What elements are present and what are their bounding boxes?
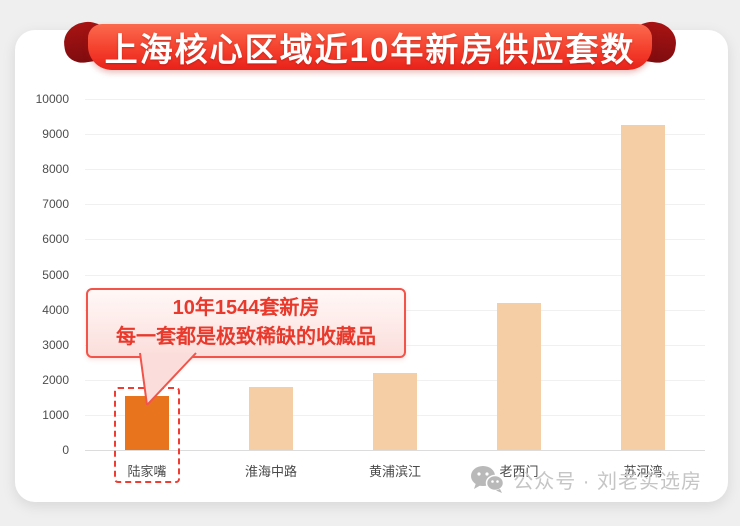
y-tick-label-3000: 3000 bbox=[42, 337, 69, 352]
y-tick-label-6000: 6000 bbox=[42, 232, 69, 247]
y-tick-label-4000: 4000 bbox=[42, 302, 69, 317]
bar-slot-0: 陆家嘴 bbox=[85, 99, 209, 483]
y-tick-label-8000: 8000 bbox=[42, 162, 69, 177]
y-tick-label-7000: 7000 bbox=[42, 197, 69, 212]
title-ribbon: 上海核心区域近10年新房供应套数 bbox=[60, 8, 680, 72]
x-tick-label-陆家嘴: 陆家嘴 bbox=[127, 464, 167, 479]
bars-row: 陆家嘴 淮海中路 黄浦滨江 老西门 苏河湾 bbox=[85, 99, 705, 483]
bar-slot-3: 老西门 bbox=[457, 99, 581, 479]
plot-area: 陆家嘴 淮海中路 黄浦滨江 老西门 苏河湾 bbox=[85, 99, 705, 483]
bar-slot-4: 苏河湾 bbox=[581, 99, 705, 479]
bar-淮海中路 bbox=[249, 386, 293, 450]
annotation-line-2: 每一套都是极致稀缺的收藏品 bbox=[116, 326, 376, 348]
annotation-pointer bbox=[139, 352, 197, 406]
x-tick-label-苏河湾: 苏河湾 bbox=[623, 464, 663, 479]
bar-老西门 bbox=[497, 302, 541, 450]
x-tick-label-老西门: 老西门 bbox=[499, 464, 539, 479]
gridline-7000 bbox=[85, 204, 705, 206]
annotation-line-1: 10年1544套新房 bbox=[172, 297, 320, 319]
gridline-0 bbox=[85, 450, 705, 451]
y-tick-label-1000: 1000 bbox=[42, 407, 69, 422]
footer-text: 公众号 · 刘老实选房 bbox=[513, 470, 702, 493]
footer-watermark: 公众号 · 刘老实选房 bbox=[470, 462, 702, 496]
gridline-9000 bbox=[85, 134, 705, 136]
y-tick-label-5000: 5000 bbox=[42, 267, 69, 282]
bar-苏河湾 bbox=[621, 125, 665, 450]
x-tick-label-黄浦滨江: 黄浦滨江 bbox=[368, 464, 421, 479]
gridline-6000 bbox=[85, 239, 705, 241]
annotation-bubble: 10年1544套新房 每一套都是极致稀缺的收藏品 bbox=[86, 288, 406, 358]
y-tick-label-10000: 10000 bbox=[35, 92, 69, 106]
gridline-5000 bbox=[85, 274, 705, 276]
y-axis: 0 1000 2000 3000 4000 5000 6000 7000 8000 9000 100… bbox=[15, 92, 77, 457]
y-tick-label-0: 0 bbox=[62, 443, 69, 457]
x-tick-label-淮海中路: 淮海中路 bbox=[244, 464, 297, 479]
bar-slot-2: 黄浦滨江 bbox=[333, 99, 457, 479]
gridline-8000 bbox=[85, 169, 705, 171]
bar-黄浦滨江 bbox=[373, 372, 417, 450]
chart-card: 0 1000 2000 3000 4000 5000 6000 7000 8000 9000 100… bbox=[15, 30, 728, 502]
y-tick-label-2000: 2000 bbox=[42, 372, 69, 387]
gridline-10000 bbox=[85, 99, 705, 100]
y-tick-label-9000: 9000 bbox=[42, 127, 69, 142]
bar-slot-1: 淮海中路 bbox=[209, 99, 333, 479]
page-title: 上海核心区域近10年新房供应套数 bbox=[88, 24, 652, 70]
wechat-icon bbox=[471, 466, 505, 493]
